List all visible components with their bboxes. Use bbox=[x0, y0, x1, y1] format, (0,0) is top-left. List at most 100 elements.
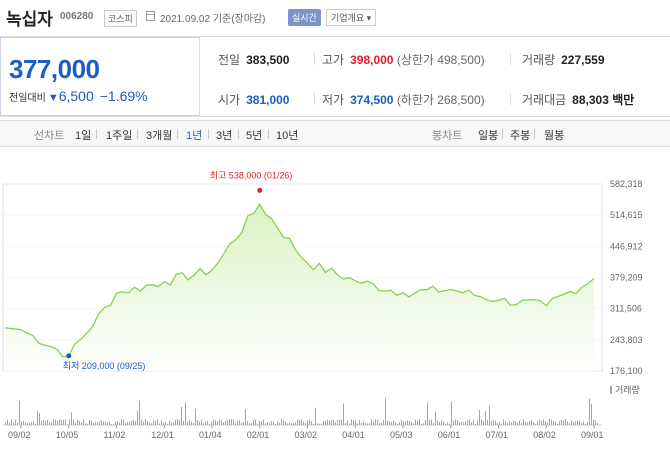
volume-bar bbox=[433, 422, 434, 425]
volume-bar bbox=[81, 422, 82, 425]
volume-bar bbox=[513, 420, 514, 425]
volume-bar bbox=[93, 422, 94, 425]
volume-bar bbox=[395, 422, 396, 425]
divider bbox=[268, 129, 269, 139]
volume-bar bbox=[149, 422, 150, 425]
divider bbox=[96, 129, 97, 139]
volume-bar bbox=[519, 420, 520, 425]
volume-bar bbox=[197, 419, 198, 425]
volume-bar bbox=[469, 419, 470, 425]
volume-bar bbox=[493, 419, 494, 425]
volume-bar bbox=[449, 423, 450, 425]
volume-bar bbox=[349, 423, 350, 425]
volume-bar bbox=[333, 420, 334, 425]
volume-bar bbox=[31, 421, 32, 425]
volume-bar bbox=[95, 421, 96, 425]
volume-bar bbox=[53, 419, 54, 425]
volume-bar bbox=[219, 419, 220, 425]
tab-weekly[interactable]: 주봉 bbox=[510, 130, 531, 142]
volume-bar bbox=[549, 419, 550, 425]
x-tick-label: 11/02 bbox=[104, 430, 126, 440]
volume-bar bbox=[447, 422, 448, 425]
volume-bar bbox=[47, 420, 48, 425]
divider bbox=[238, 129, 239, 139]
realtime-button[interactable]: 실시간 bbox=[288, 9, 321, 26]
volume-bar bbox=[557, 423, 558, 425]
tab-3y[interactable]: 3년 bbox=[216, 130, 233, 142]
x-tick-label: 08/02 bbox=[533, 430, 556, 440]
stock-name: 녹십자 bbox=[6, 10, 53, 29]
change-label: 전일대비 bbox=[9, 93, 46, 104]
current-price-box: 377,000 전일대비 ▼6,500 −1.69% bbox=[0, 37, 200, 116]
volume-bar bbox=[171, 422, 172, 425]
volume-bar bbox=[545, 421, 546, 425]
company-info-button[interactable]: 기업개요 ▾ bbox=[326, 9, 377, 26]
volume-bar bbox=[69, 419, 70, 425]
volume-bar bbox=[525, 421, 526, 425]
volume-bar bbox=[67, 423, 68, 425]
volume-bar bbox=[327, 419, 328, 425]
volume-bar bbox=[271, 421, 272, 425]
volume-bar bbox=[461, 421, 462, 425]
volume-bar bbox=[185, 402, 186, 425]
x-tick-label: 10/05 bbox=[56, 430, 79, 440]
trade-amount: 거래대금 88,303 백만 bbox=[522, 93, 635, 107]
volume-bar bbox=[375, 419, 376, 425]
min-label: 최저 209,000 (09/25) bbox=[63, 361, 146, 371]
volume-bar bbox=[583, 421, 584, 425]
open-price: 시가 381,000 bbox=[218, 93, 290, 107]
volume-bar bbox=[121, 419, 122, 425]
volume-bar bbox=[313, 423, 314, 425]
tab-monthly[interactable]: 월봉 bbox=[544, 130, 565, 142]
volume-bar bbox=[423, 423, 424, 425]
tab-10y[interactable]: 10년 bbox=[276, 130, 299, 142]
x-tick-label: 07/01 bbox=[486, 430, 509, 440]
volume-bar bbox=[83, 419, 84, 425]
volume-bar bbox=[495, 420, 496, 425]
volume-bar bbox=[459, 422, 460, 425]
volume-bar bbox=[455, 419, 456, 425]
volume-bar bbox=[147, 421, 148, 425]
volume-bar bbox=[5, 422, 6, 425]
volume-bar bbox=[561, 419, 562, 425]
volume-bar bbox=[247, 421, 248, 425]
volume-bar bbox=[489, 405, 490, 425]
volume-bar bbox=[189, 419, 190, 425]
volume-bar bbox=[179, 419, 180, 425]
tab-3m[interactable]: 3개월 bbox=[146, 130, 173, 142]
volume-bar bbox=[339, 419, 340, 425]
volume-bar bbox=[61, 420, 62, 425]
volume-bar bbox=[511, 422, 512, 425]
divider bbox=[137, 129, 138, 139]
tab-1d[interactable]: 1일 bbox=[75, 130, 92, 142]
volume-bar bbox=[311, 421, 312, 425]
volume-bar bbox=[573, 422, 574, 425]
volume-bar bbox=[297, 419, 298, 425]
tab-daily[interactable]: 일봉 bbox=[478, 130, 499, 142]
candle-chart-label: 봉차트 bbox=[432, 130, 463, 142]
volume-bar bbox=[585, 423, 586, 425]
volume-bar bbox=[563, 420, 564, 425]
volume-bar bbox=[143, 421, 144, 425]
volume-bar bbox=[85, 423, 86, 425]
tab-1w[interactable]: 1주일 bbox=[106, 130, 133, 142]
y-tick-label: 311,506 bbox=[610, 304, 642, 314]
volume-bar bbox=[365, 423, 366, 425]
volume-bar bbox=[325, 420, 326, 425]
volume-bar bbox=[37, 410, 38, 425]
volume-bar bbox=[169, 420, 170, 425]
change-amount: 6,500 bbox=[58, 88, 94, 104]
volume-bar bbox=[497, 422, 498, 425]
volume-bar bbox=[227, 419, 228, 425]
stock-code: 006280 bbox=[60, 11, 94, 22]
volume-bar bbox=[139, 400, 140, 425]
volume-bar bbox=[237, 420, 238, 425]
volume-bar bbox=[167, 423, 168, 425]
volume-bar bbox=[475, 423, 476, 425]
current-price: 377,000 bbox=[9, 54, 100, 84]
volume-bar bbox=[107, 422, 108, 425]
volume-bar bbox=[153, 420, 154, 425]
tab-5y[interactable]: 5년 bbox=[246, 130, 263, 142]
tab-1y[interactable]: 1년 bbox=[186, 130, 203, 142]
volume-bar bbox=[467, 420, 468, 425]
